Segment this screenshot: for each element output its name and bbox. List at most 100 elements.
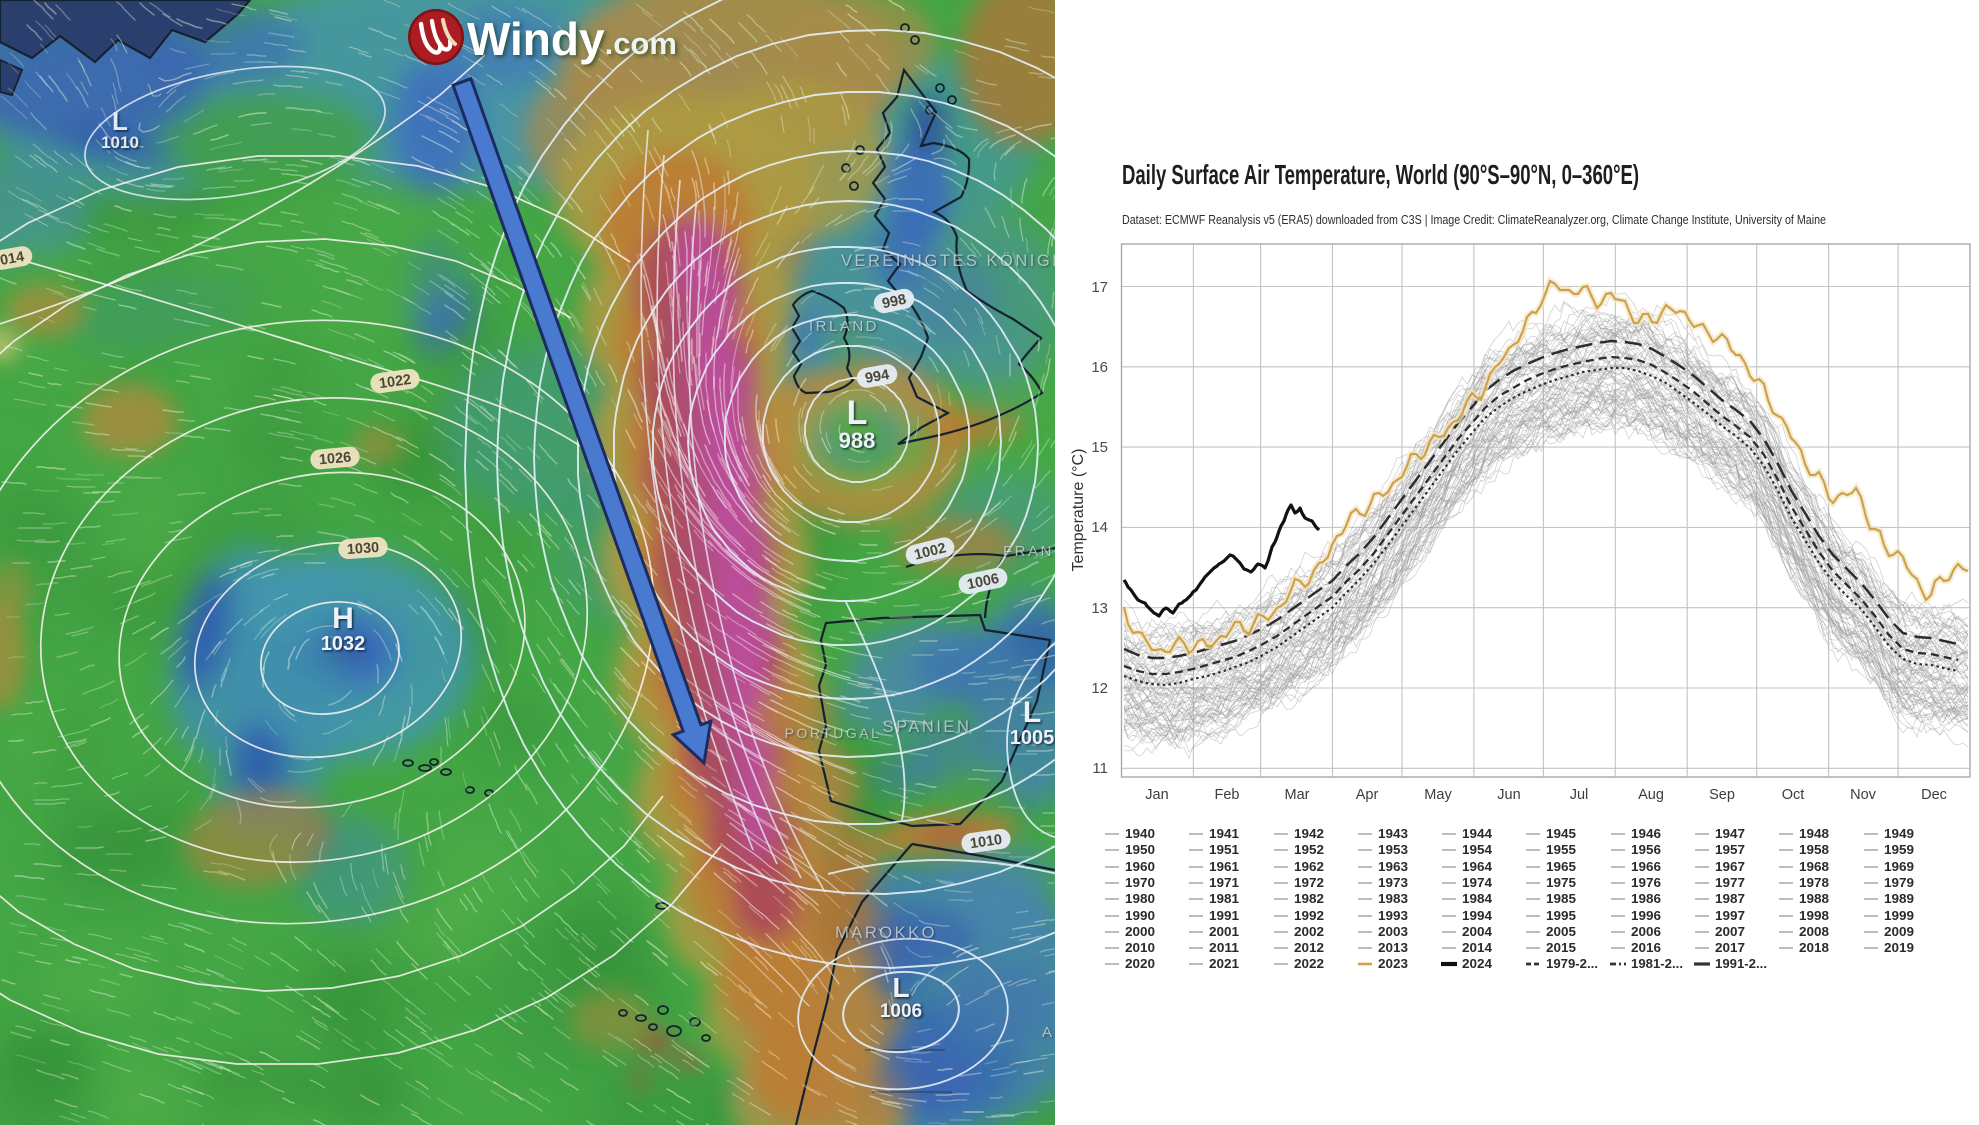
svg-text:1970: 1970 xyxy=(1125,875,1155,890)
svg-text:1990: 1990 xyxy=(1125,908,1155,923)
svg-text:1952: 1952 xyxy=(1294,842,1324,857)
svg-text:1947: 1947 xyxy=(1715,826,1745,841)
svg-text:1975: 1975 xyxy=(1546,875,1576,890)
svg-text:Jan: Jan xyxy=(1145,787,1168,803)
svg-text:2010: 2010 xyxy=(1125,940,1155,955)
svg-text:2018: 2018 xyxy=(1799,940,1829,955)
svg-text:988: 988 xyxy=(839,428,876,453)
svg-text:1980: 1980 xyxy=(1125,891,1155,906)
svg-text:14: 14 xyxy=(1091,519,1108,536)
svg-text:1006: 1006 xyxy=(966,571,1001,593)
svg-text:11: 11 xyxy=(1092,760,1108,777)
svg-text:2019: 2019 xyxy=(1884,940,1914,955)
svg-text:998: 998 xyxy=(881,292,908,313)
svg-text:MAROKKO: MAROKKO xyxy=(835,924,937,942)
svg-text:IRLAND: IRLAND xyxy=(809,318,879,335)
svg-text:1977: 1977 xyxy=(1715,875,1745,890)
svg-text:Daily Surface Air Temperature,: Daily Surface Air Temperature, World (90… xyxy=(1122,159,1639,190)
svg-text:2017: 2017 xyxy=(1715,940,1745,955)
svg-text:AL: AL xyxy=(1042,1024,1065,1041)
svg-text:1010: 1010 xyxy=(101,133,139,152)
svg-text:SPANIEN: SPANIEN xyxy=(883,718,972,736)
svg-text:1974: 1974 xyxy=(1462,875,1493,890)
svg-text:2020: 2020 xyxy=(1125,956,1155,971)
svg-text:1963: 1963 xyxy=(1378,859,1408,874)
svg-text:Apr: Apr xyxy=(1356,787,1379,803)
svg-text:1979-2...: 1979-2... xyxy=(1546,956,1598,971)
svg-text:1998: 1998 xyxy=(1799,908,1829,923)
svg-text:1966: 1966 xyxy=(1631,859,1661,874)
svg-text:1006: 1006 xyxy=(880,1001,922,1022)
svg-text:1993: 1993 xyxy=(1378,908,1408,923)
svg-text:15: 15 xyxy=(1091,439,1108,456)
svg-text:2022: 2022 xyxy=(1294,956,1324,971)
svg-text:1002: 1002 xyxy=(913,540,948,563)
svg-text:VEREINIGTES KÖNIGREICH: VEREINIGTES KÖNIGREICH xyxy=(841,252,1116,270)
svg-text:1984: 1984 xyxy=(1462,891,1493,906)
svg-text:Temperature (°C): Temperature (°C) xyxy=(1070,449,1087,572)
svg-text:L: L xyxy=(1023,696,1041,729)
svg-text:May: May xyxy=(1424,787,1452,803)
svg-text:H: H xyxy=(332,602,354,635)
svg-text:13: 13 xyxy=(1091,600,1108,617)
svg-text:1973: 1973 xyxy=(1378,875,1408,890)
svg-text:1978: 1978 xyxy=(1799,875,1829,890)
svg-text:1953: 1953 xyxy=(1378,842,1408,857)
svg-text:1940: 1940 xyxy=(1125,826,1155,841)
svg-text:1005: 1005 xyxy=(1010,727,1055,749)
svg-text:1995: 1995 xyxy=(1546,908,1576,923)
svg-text:1946: 1946 xyxy=(1631,826,1661,841)
svg-text:Sep: Sep xyxy=(1709,787,1735,803)
svg-text:1026: 1026 xyxy=(318,450,352,469)
svg-text:1944: 1944 xyxy=(1462,826,1493,841)
svg-text:1987: 1987 xyxy=(1715,891,1745,906)
svg-text:2011: 2011 xyxy=(1209,940,1239,955)
svg-text:2021: 2021 xyxy=(1209,956,1239,971)
svg-text:Mar: Mar xyxy=(1285,787,1310,803)
svg-text:1996: 1996 xyxy=(1631,908,1661,923)
svg-text:FRANK: FRANK xyxy=(1003,543,1066,560)
svg-text:2014: 2014 xyxy=(1462,940,1493,955)
svg-text:1979: 1979 xyxy=(1884,875,1914,890)
svg-text:2007: 2007 xyxy=(1715,924,1745,939)
svg-text:1989: 1989 xyxy=(1884,891,1914,906)
svg-text:2009: 2009 xyxy=(1884,924,1914,939)
svg-text:2003: 2003 xyxy=(1378,924,1408,939)
svg-text:1994: 1994 xyxy=(1462,908,1493,923)
svg-text:1964: 1964 xyxy=(1462,859,1493,874)
svg-text:L: L xyxy=(892,972,909,1003)
svg-text:12: 12 xyxy=(1091,680,1108,697)
svg-text:1010: 1010 xyxy=(969,832,1003,852)
svg-text:2015: 2015 xyxy=(1546,940,1576,955)
svg-text:2024: 2024 xyxy=(1462,956,1493,971)
svg-text:L: L xyxy=(847,394,868,432)
svg-text:Dec: Dec xyxy=(1921,787,1947,803)
svg-text:1949: 1949 xyxy=(1884,826,1914,841)
svg-text:Feb: Feb xyxy=(1215,787,1240,803)
svg-text:1030: 1030 xyxy=(346,540,379,558)
svg-text:1965: 1965 xyxy=(1546,859,1576,874)
svg-text:2012: 2012 xyxy=(1294,940,1324,955)
svg-text:1967: 1967 xyxy=(1715,859,1745,874)
svg-text:Aug: Aug xyxy=(1638,787,1664,803)
svg-text:Dataset: ECMWF Reanalysis v5 (: Dataset: ECMWF Reanalysis v5 (ERA5) down… xyxy=(1122,212,1826,227)
svg-text:2004: 2004 xyxy=(1462,924,1493,939)
svg-text:1943: 1943 xyxy=(1378,826,1408,841)
svg-text:1982: 1982 xyxy=(1294,891,1324,906)
svg-text:2001: 2001 xyxy=(1209,924,1239,939)
svg-text:1991: 1991 xyxy=(1209,908,1239,923)
svg-text:2005: 2005 xyxy=(1546,924,1576,939)
svg-text:Oct: Oct xyxy=(1782,787,1805,803)
svg-text:L: L xyxy=(112,106,128,136)
svg-text:1022: 1022 xyxy=(378,372,412,392)
svg-text:1971: 1971 xyxy=(1209,875,1239,890)
svg-text:1958: 1958 xyxy=(1799,842,1829,857)
svg-text:PORTUGAL: PORTUGAL xyxy=(785,725,882,741)
svg-text:1942: 1942 xyxy=(1294,826,1324,841)
svg-text:Nov: Nov xyxy=(1850,787,1877,803)
svg-text:1954: 1954 xyxy=(1462,842,1493,857)
svg-text:1972: 1972 xyxy=(1294,875,1324,890)
svg-text:1945: 1945 xyxy=(1546,826,1576,841)
svg-text:1976: 1976 xyxy=(1631,875,1661,890)
svg-text:1985: 1985 xyxy=(1546,891,1576,906)
